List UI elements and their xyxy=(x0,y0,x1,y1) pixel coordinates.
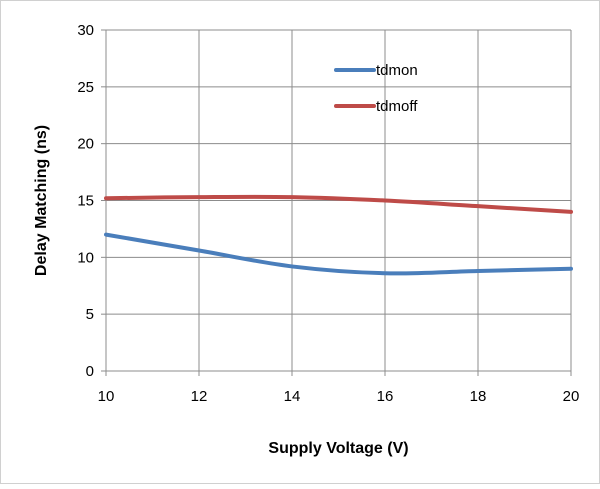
y-tick-label: 30 xyxy=(77,22,94,39)
y-axis-title: Delay Matching (ns) xyxy=(33,125,50,276)
y-tick-label: 10 xyxy=(77,249,94,266)
legend: tdmon tdmoff xyxy=(334,62,418,115)
axes: 0 5 10 15 20 25 30 10 12 14 16 18 20 xyxy=(77,22,579,405)
x-tick-label: 10 xyxy=(98,388,115,405)
x-tick-label: 20 xyxy=(563,388,580,405)
x-tick-label: 16 xyxy=(377,388,394,405)
legend-label-tdmoff: tdmoff xyxy=(376,98,418,115)
x-tick-label: 12 xyxy=(191,388,208,405)
x-axis-title: Supply Voltage (V) xyxy=(268,440,408,457)
y-tick-label: 5 xyxy=(86,306,94,323)
y-tick-label: 25 xyxy=(77,79,94,96)
y-tick-label: 20 xyxy=(77,136,94,153)
y-tick-label: 0 xyxy=(86,363,94,380)
x-tick-label: 14 xyxy=(284,388,301,405)
series-line-tdmon xyxy=(104,232,573,276)
series-layer xyxy=(104,194,573,276)
y-tick-label: 15 xyxy=(77,193,94,210)
series-line-tdmoff xyxy=(104,194,573,214)
x-tick-label: 18 xyxy=(470,388,487,405)
legend-label-tdmon: tdmon xyxy=(376,62,418,79)
